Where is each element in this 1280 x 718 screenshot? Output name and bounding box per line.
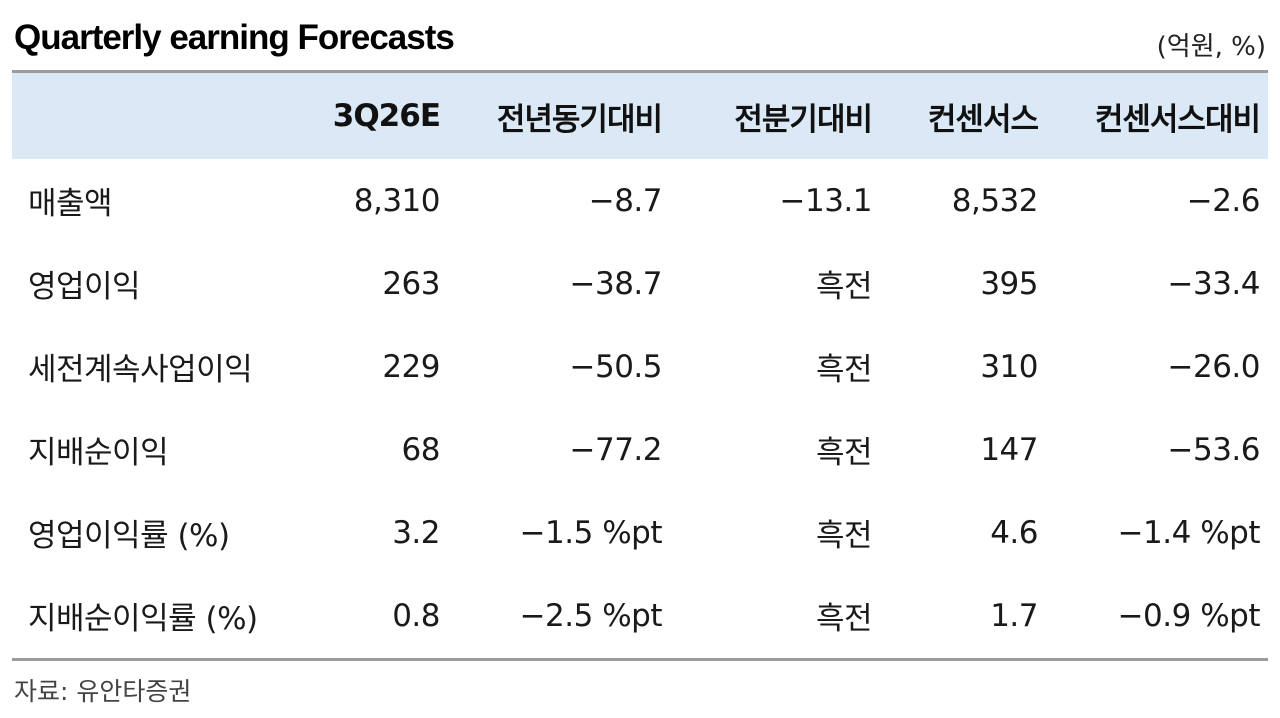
table-cell: −0.9 %pt [1117,597,1261,634]
table-cell: 395 [980,265,1038,302]
table-cell: 68 [401,431,441,468]
row-label: 매출액 [28,186,113,222]
table-cell: 흑전 [815,601,873,637]
table-row: 세전계속사업이익 229 −50.5 흑전 310 −26.0 [12,325,1268,408]
table-cell: 229 [382,348,440,385]
table-cell: 263 [382,265,440,302]
table-row: 영업이익 263 −38.7 흑전 395 −33.4 [12,242,1268,325]
table-cell: −1.4 %pt [1117,514,1261,551]
header-cell-vs-consensus: 컨센서스대비 [1094,101,1261,138]
header-cell-label [12,73,282,159]
table-cell: −50.5 [569,348,663,385]
header-cell-quarter: 3Q26E [332,98,441,134]
row-label: 세전계속사업이익 [28,352,253,388]
row-label: 영업이익 [28,269,141,305]
row-label: 영업이익률 (%) [28,518,230,554]
header-cell-consensus: 컨센서스 [927,101,1039,138]
table-title: Quarterly earning Forecasts [14,18,455,57]
table-cell: −53.6 [1167,431,1261,468]
table-cell: −26.0 [1167,348,1261,385]
unit-label: (억원, %) [1156,32,1266,62]
table-cell: −77.2 [569,431,663,468]
table-cell: −2.6 [1186,182,1261,219]
table-row: 지배순이익률 (%) 0.8 −2.5 %pt 흑전 1.7 −0.9 %pt [12,574,1268,657]
table-cell: 0.8 [392,597,440,634]
table-cell: −38.7 [569,265,663,302]
table-cell: 3.2 [392,514,440,551]
table-cell: 147 [980,431,1038,468]
row-label: 지배순이익률 (%) [28,601,258,637]
table-cell: −2.5 %pt [519,597,663,634]
top-rule [12,70,1268,73]
table-cell: −1.5 %pt [519,514,663,551]
table-cell: 흑전 [815,435,873,471]
table-cell: 310 [980,348,1038,385]
table-cell: 흑전 [815,269,873,305]
table-cell: −8.7 [588,182,663,219]
table-cell: −13.1 [779,182,873,219]
forecast-table: 3Q26E 전년동기대비 전분기대비 컨센서스 컨센서스대비 매출액 8,310… [12,73,1268,657]
table-cell: −33.4 [1167,265,1261,302]
table-cell: 흑전 [815,352,873,388]
table-cell: 1.7 [990,597,1038,634]
table-cell: 8,310 [353,182,441,219]
header-cell-yoy: 전년동기대비 [496,101,663,138]
table-cell: 4.6 [990,514,1038,551]
header-cell-qoq: 전분기대비 [734,101,873,138]
table-row: 지배순이익 68 −77.2 흑전 147 −53.6 [12,408,1268,491]
row-label: 지배순이익 [28,435,169,471]
source-note: 자료: 유안타증권 [14,677,192,706]
title-row: Quarterly earning Forecasts (억원, %) [12,14,1268,66]
table-cell: 흑전 [815,518,873,554]
table-row: 매출액 8,310 −8.7 −13.1 8,532 −2.6 [12,159,1268,242]
header-row: 3Q26E 전년동기대비 전분기대비 컨센서스 컨센서스대비 [12,73,1268,159]
table-cell: 8,532 [951,182,1039,219]
bottom-rule [12,658,1268,661]
table-row: 영업이익률 (%) 3.2 −1.5 %pt 흑전 4.6 −1.4 %pt [12,491,1268,574]
